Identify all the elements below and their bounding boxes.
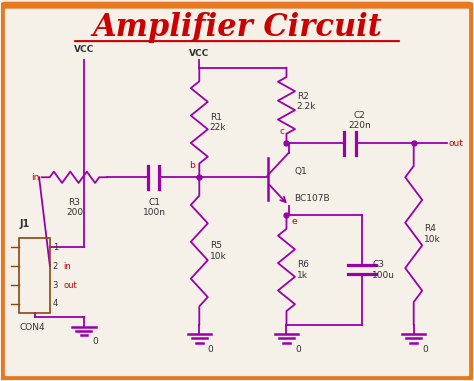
Text: 4: 4 bbox=[53, 299, 58, 309]
Text: BC107B: BC107B bbox=[294, 194, 330, 203]
Text: R3
200: R3 200 bbox=[66, 198, 83, 218]
Text: VCC: VCC bbox=[74, 45, 94, 54]
Text: out: out bbox=[63, 280, 77, 290]
Text: 0: 0 bbox=[208, 345, 213, 354]
Text: 0: 0 bbox=[295, 345, 301, 354]
Text: C1
100n: C1 100n bbox=[143, 198, 166, 218]
Text: R6
1k: R6 1k bbox=[297, 260, 309, 280]
Text: C2
220n: C2 220n bbox=[348, 110, 371, 130]
Text: R4
10k: R4 10k bbox=[424, 224, 441, 244]
Text: in: in bbox=[31, 173, 39, 182]
Bar bbox=[19, 238, 50, 314]
FancyBboxPatch shape bbox=[1, 5, 473, 379]
Text: 1: 1 bbox=[53, 243, 58, 252]
Text: C3
100u: C3 100u bbox=[372, 260, 395, 280]
Text: c: c bbox=[279, 126, 284, 136]
Text: Amplifier Circuit: Amplifier Circuit bbox=[92, 12, 382, 43]
Text: R5
10k: R5 10k bbox=[210, 241, 227, 261]
Text: R2
2.2k: R2 2.2k bbox=[297, 92, 316, 111]
Text: R1
22k: R1 22k bbox=[210, 113, 226, 132]
Text: Q1: Q1 bbox=[294, 167, 307, 176]
Text: 0: 0 bbox=[92, 337, 98, 346]
Text: e: e bbox=[291, 217, 297, 226]
Text: out: out bbox=[448, 139, 463, 148]
Text: CON4: CON4 bbox=[19, 323, 45, 332]
Text: 3: 3 bbox=[53, 280, 58, 290]
Text: 0: 0 bbox=[422, 345, 428, 354]
Text: b: b bbox=[189, 162, 195, 170]
Text: VCC: VCC bbox=[189, 49, 210, 58]
Text: 2: 2 bbox=[53, 262, 58, 271]
Text: J1: J1 bbox=[19, 219, 29, 229]
Text: in: in bbox=[63, 262, 71, 271]
